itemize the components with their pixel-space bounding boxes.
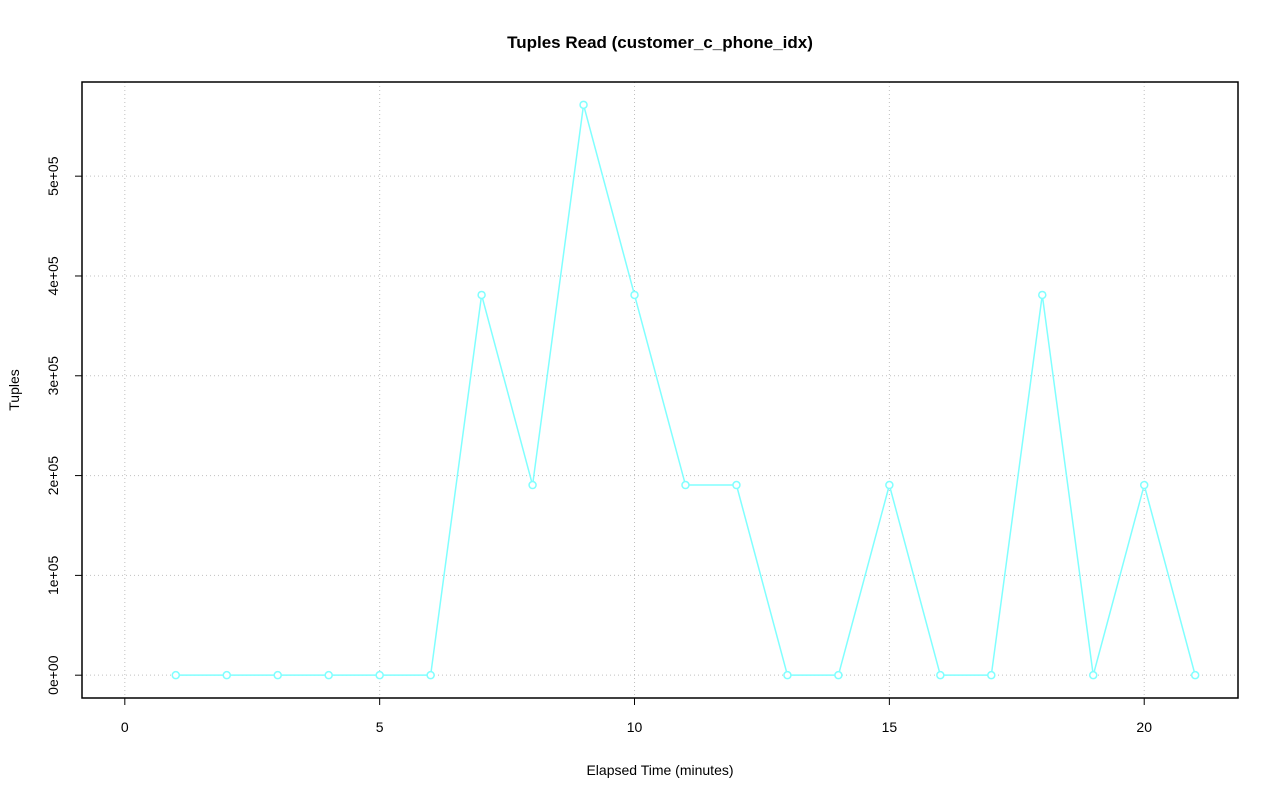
x-tick-label: 15 <box>882 719 898 735</box>
data-point <box>375 670 384 680</box>
y-tick-label: 5e+05 <box>45 156 61 196</box>
data-point <box>936 670 945 680</box>
data-point <box>1088 670 1098 680</box>
y-tick-label: 0e+00 <box>45 655 61 695</box>
data-point <box>783 670 792 680</box>
x-tick-label: 10 <box>627 719 643 735</box>
x-tick-label: 0 <box>121 719 129 735</box>
y-tick-label: 4e+05 <box>45 256 61 296</box>
data-point <box>681 480 690 490</box>
data-point <box>477 290 486 300</box>
data-point <box>528 480 537 490</box>
x-tick-label: 5 <box>376 719 384 735</box>
y-tick-label: 2e+05 <box>45 456 61 496</box>
y-axis-label: Tuples <box>6 369 22 411</box>
data-point <box>426 670 435 680</box>
y-tick-label: 1e+05 <box>45 556 61 596</box>
data-point <box>171 670 181 680</box>
data-point <box>630 290 639 300</box>
data-point <box>834 670 843 680</box>
y-tick-label: 3e+05 <box>45 356 61 396</box>
data-point <box>732 480 741 490</box>
data-point <box>987 670 996 680</box>
data-point <box>273 670 282 680</box>
plot-frame <box>81 81 1239 699</box>
x-axis-label: Elapsed Time (minutes) <box>586 762 733 778</box>
data-point <box>1190 670 1200 680</box>
data-point <box>1038 290 1047 300</box>
x-tick-label: 20 <box>1136 719 1152 735</box>
data-point <box>579 100 588 110</box>
data-point <box>324 670 333 680</box>
data-point <box>1139 480 1149 490</box>
data-point <box>222 670 232 680</box>
chart-title: Tuples Read (customer_c_phone_idx) <box>507 33 813 52</box>
data-point <box>885 480 894 490</box>
